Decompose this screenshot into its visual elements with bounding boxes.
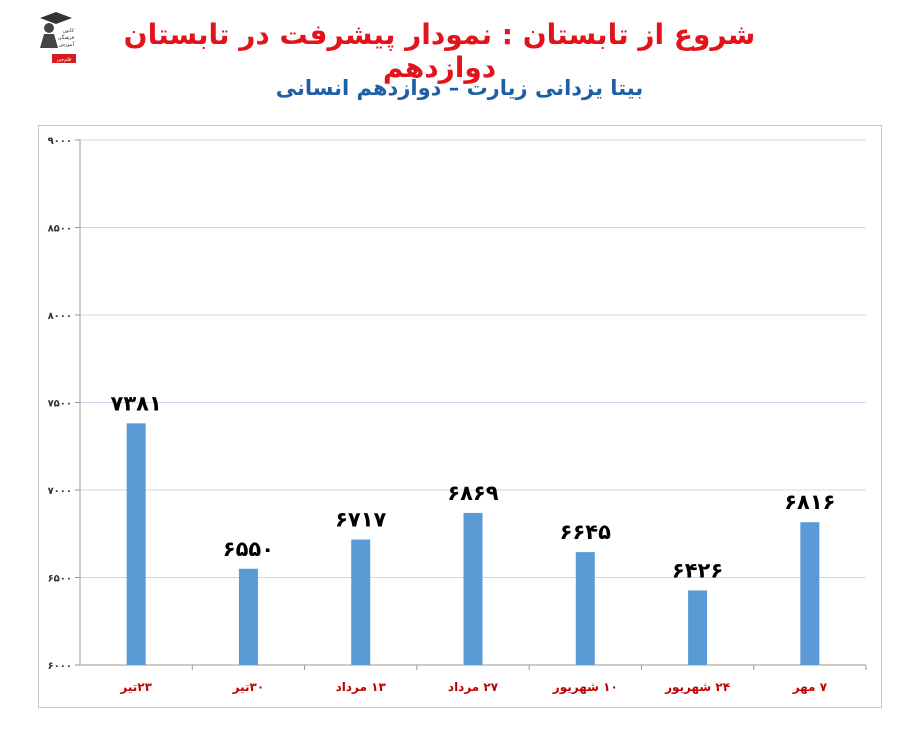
data-label: ۷۳۸۱ [111,391,162,415]
logo-text: قلم‌چی [57,57,72,63]
logo-text: فرهنگی [58,34,75,41]
logo-text: کانون [62,28,74,34]
bar [575,552,595,665]
x-tick-label: ۱۳ مرداد [336,680,387,694]
data-label: ۶۸۱۶ [784,490,835,514]
page-title: شروع از تابستان : نمودار پیشرفت در تابست… [123,18,756,84]
data-label: ۶۴۲۶ [672,558,723,582]
bar [800,522,820,665]
bar [463,512,483,665]
x-tick-label: ۲۳تیر [119,680,152,694]
y-tick-label: ۹۰۰۰ [48,136,72,147]
bar [351,539,371,665]
logo-text: آموزش [59,41,75,48]
data-label: ۶۶۴۵ [560,520,611,544]
page-subtitle: بیتا یزدانی زیارت – دوازدهم انسانی [275,76,644,100]
y-tick-label: ۷۰۰۰ [48,486,72,497]
data-label: ۶۵۵۰ [223,537,274,561]
chart-frame [38,125,882,708]
x-tick-label: ۳۰تیر [232,680,265,694]
y-tick-label: ۷۵۰۰ [48,399,72,410]
y-tick-label: ۸۰۰۰ [48,311,72,322]
y-tick-label: ۸۵۰۰ [48,224,72,235]
bar [688,590,708,665]
x-tick-label: ۱۰ شهریور [552,680,618,695]
bar [238,568,258,665]
data-label: ۶۷۱۷ [335,508,386,532]
y-tick-label: ۶۵۰۰ [48,574,72,585]
x-tick-label: ۷ مهر [792,680,828,694]
bar [126,423,146,665]
data-label: ۶۸۶۹ [447,481,498,505]
y-tick-label: ۶۰۰۰ [48,661,72,672]
kanoon-logo: کانون فرهنگی آموزش قلم‌چی [34,8,80,66]
x-tick-label: ۲۷ مرداد [448,680,499,694]
x-tick-label: ۲۴ شهریور [664,680,730,695]
